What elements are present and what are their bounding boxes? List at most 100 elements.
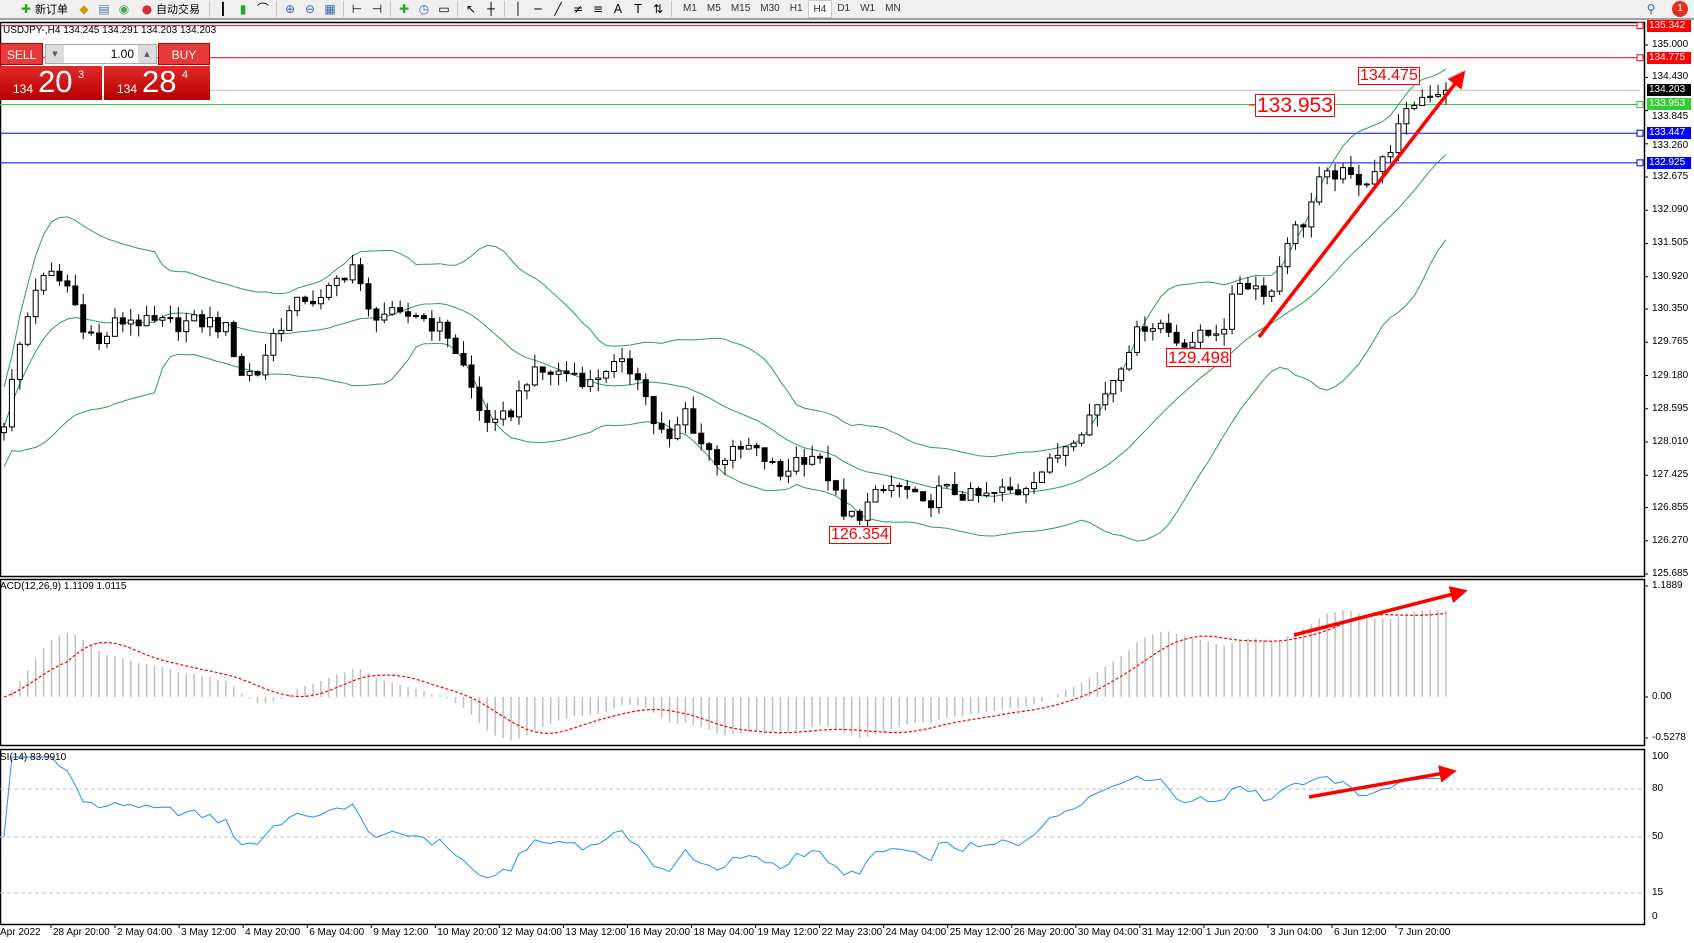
navigator-icon[interactable]: ▤ [98,2,110,16]
candle-bullish [1387,152,1394,158]
time-axis-label: 3 May 12:00 [181,927,237,938]
chart-shift-icon[interactable]: ⊣ [371,2,383,16]
lot-size-input[interactable]: 1.00 [110,47,134,61]
text-icon[interactable]: A [613,2,623,16]
candle-bullish [1046,457,1053,473]
candle-bearish [230,322,237,358]
candle-bearish [405,311,412,317]
periods-icon[interactable]: ◷ [418,2,430,16]
candle-bullish [571,372,578,375]
bar-chart-icon[interactable]: ┃ [219,2,227,16]
equidistant-channel-icon[interactable]: ≠ [572,2,584,16]
candle-bullish [1363,183,1370,186]
candle-bullish [183,320,190,333]
indicators-icon[interactable]: ✚ [398,2,410,16]
lot-decrease-button[interactable]: ▼ [46,45,64,63]
fibonacci-icon[interactable]: ≡ [592,2,604,16]
candle-bearish [175,317,182,333]
zoom-out-icon[interactable]: ⊖ [304,2,316,16]
timeframe-m15[interactable]: M15 [730,3,751,14]
horizontal-line-icon[interactable]: ─ [534,2,542,16]
auto-trading-button[interactable]: ● 自动交易 [137,0,203,18]
candle-bearish [801,456,808,465]
candle-bullish [381,313,388,321]
new-order-button[interactable]: ✚ 新订单 [16,0,71,18]
market-watch-icon[interactable]: ◆ [79,2,89,16]
vertical-line-icon[interactable]: │ [514,2,522,16]
price-line-label: 133.953 [1647,98,1691,111]
candle-bullish [523,384,530,392]
price-annotation[interactable]: 134.475 [1358,67,1420,85]
price-axis-label: 130.920 [1652,270,1689,282]
line-handle [1636,22,1644,30]
candle-bearish [1347,167,1354,175]
trendline-icon[interactable]: ╱ [554,2,562,16]
candle-bearish [904,486,911,490]
candle-bearish [951,484,958,495]
timeframe-m1[interactable]: M1 [683,3,697,14]
tile-windows-icon[interactable]: ▦ [324,2,336,16]
candle-bullish [1371,171,1378,185]
candlestick-icon[interactable]: ▮ [239,2,247,16]
candle-bearish [88,331,95,334]
candle-bullish [48,270,55,276]
signals-icon[interactable]: ◉ [118,2,130,16]
buy-button[interactable]: BUY [158,43,210,65]
buy-price[interactable]: 134 28 4 [102,64,210,100]
timeframe-h4[interactable]: H4 [807,0,833,18]
crosshair-icon[interactable]: ┼ [487,2,495,16]
line-chart-icon[interactable]: ⌒ [256,2,269,16]
sell-button[interactable]: SELL [0,43,43,65]
candle-bearish [920,491,927,502]
candle-bullish [286,310,293,331]
timeframe-d1[interactable]: D1 [837,3,851,14]
timeframe-mn[interactable]: MN [885,3,901,14]
price-axis-label: 128.595 [1652,402,1689,414]
auto-scroll-icon[interactable]: ⊢ [351,2,363,16]
candle-bullish [1403,108,1410,125]
candle-bearish [761,447,768,462]
lot-increase-button[interactable]: ▲ [138,45,156,63]
sell-price[interactable]: 134 20 3 [0,64,102,100]
candle-bearish [825,457,831,482]
price-axis-label: 130.350 [1652,303,1689,315]
price-annotation[interactable]: 133.953 [1255,94,1335,117]
divider [457,1,458,17]
timeframe-m5[interactable]: M5 [706,3,721,14]
buy-price-prefix: 134 [117,82,138,96]
timeframe-h1[interactable]: H1 [789,3,803,14]
time-axis-label: 10 May 20:00 [437,927,498,938]
candle-bullish [1086,414,1093,436]
price-axis-label: 125.685 [1652,567,1689,579]
bollinger-lower [3,239,1447,542]
candle-bullish [1149,328,1156,332]
price-axis-label: 127.425 [1652,469,1689,481]
divider [671,1,672,17]
timeframe-m30[interactable]: M30 [760,3,780,14]
candle-bullish [1110,380,1117,395]
candle-bullish [595,377,602,381]
price-annotation[interactable]: 126.354 [829,526,891,544]
candle-bullish [1126,351,1133,370]
candle-bearish [254,371,261,376]
one-click-trading-panel: SELL ▼ 1.00 ▲ BUY 134 20 3 134 28 4 [0,43,210,100]
cursor-icon[interactable]: ↖ [465,2,477,16]
price-annotation[interactable]: 129.498 [1166,348,1232,367]
timeframe-w1[interactable]: W1 [860,3,876,14]
lot-size-field: ▼ 1.00 ▲ [45,44,157,64]
candle-bullish [864,501,871,521]
candle-bullish [1118,368,1125,382]
divider [343,1,344,17]
notification-badge[interactable]: 1 [1672,1,1688,17]
candle-bullish [1276,266,1283,292]
text-label-icon[interactable]: T [634,2,642,16]
rsi-axis-label: 15 [1652,887,1664,898]
zoom-in-icon[interactable]: ⊕ [284,2,296,16]
candle-bearish [856,510,863,521]
templates-icon[interactable]: ▭ [438,2,450,16]
candle-bullish [1237,282,1243,295]
candle-bearish [642,379,649,398]
search-icon[interactable]: ⚲ [1646,2,1656,16]
arrows-icon[interactable]: ⇅ [652,2,664,16]
